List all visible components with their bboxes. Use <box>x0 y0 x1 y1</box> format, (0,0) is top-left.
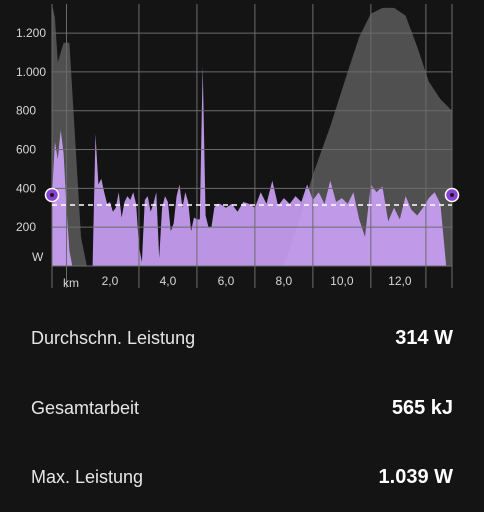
axis-labels: 200 400 600 800 1.000 1.200 2,0 4,0 6,0 8,0 10,0 12… <box>16 26 412 290</box>
y-axis-unit-label: W <box>32 250 44 264</box>
x-axis-unit-label: km <box>63 276 79 290</box>
x-tick-label: 2,0 <box>102 274 119 288</box>
total-work-label: Gesamtarbeit <box>31 397 140 418</box>
range-end-handle[interactable] <box>444 187 460 203</box>
total-work-value: 565 kJ <box>391 396 453 419</box>
range-end-handle-dot <box>450 193 454 197</box>
y-tick-label: 1.000 <box>16 65 46 79</box>
average-power-label: Durchschn. Leistung <box>31 327 196 348</box>
max-power-value: 1.039 W <box>378 465 453 488</box>
y-tick-label: 400 <box>16 181 36 195</box>
range-start-handle[interactable] <box>44 187 60 203</box>
stat-row-max-power: Max. Leistung 1.039 W <box>31 462 453 492</box>
x-tick-label: 6,0 <box>218 274 235 288</box>
range-markers <box>44 187 460 203</box>
max-power-label: Max. Leistung <box>31 466 144 487</box>
average-power-value: 314 W <box>395 326 453 349</box>
power-elevation-chart[interactable]: 200 400 600 800 1.000 1.200 2,0 4,0 6,0 8,0 10,0 12… <box>0 0 484 300</box>
power-area <box>52 66 452 266</box>
grid-layer <box>51 4 453 288</box>
y-tick-label: 200 <box>16 220 36 234</box>
x-tick-label: 8,0 <box>276 274 293 288</box>
x-tick-label: 4,0 <box>160 274 177 288</box>
range-start-handle-dot <box>50 193 54 197</box>
power-layer <box>52 66 452 266</box>
stat-row-average-power: Durchschn. Leistung 314 W <box>31 323 453 353</box>
x-tick-label: 10,0 <box>330 274 354 288</box>
x-tick-label: 12,0 <box>388 274 412 288</box>
y-tick-label: 1.200 <box>16 26 46 40</box>
y-tick-label: 600 <box>16 143 36 157</box>
y-tick-label: 800 <box>16 104 36 118</box>
stat-row-total-work: Gesamtarbeit 565 kJ <box>31 393 453 423</box>
